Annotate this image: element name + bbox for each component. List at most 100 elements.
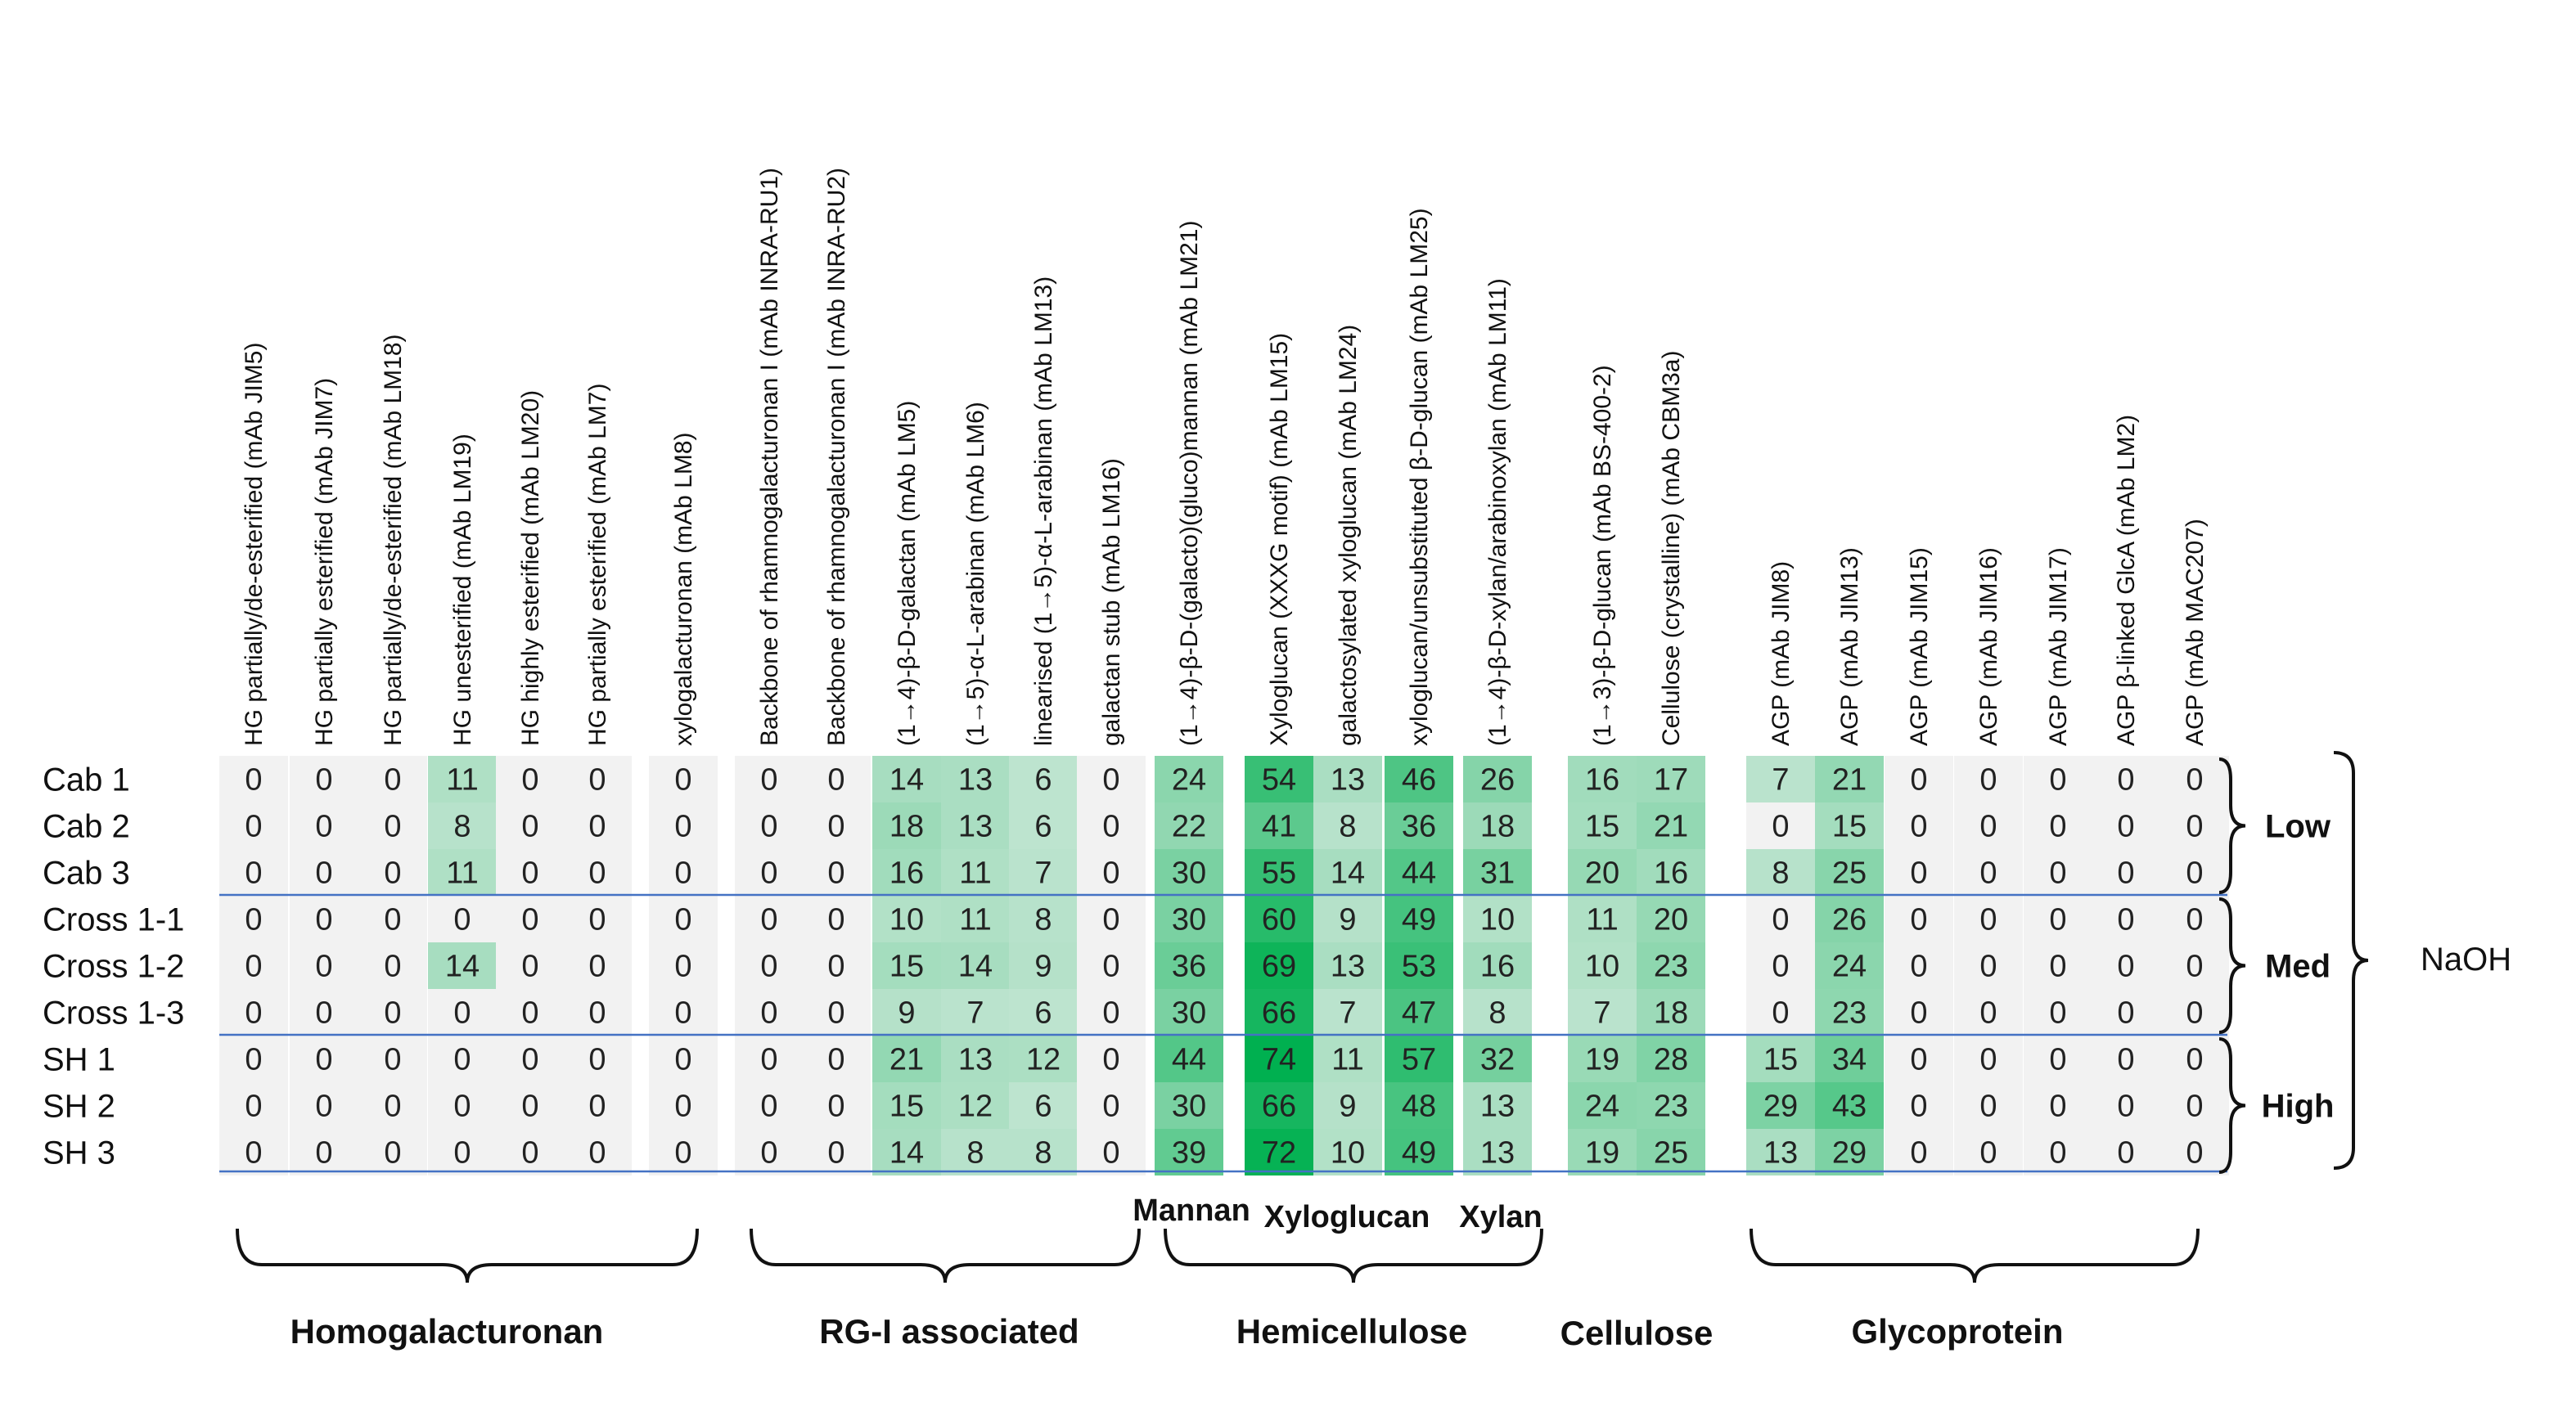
heatmap-cell	[358, 989, 427, 1036]
cell-value: 0	[760, 1043, 777, 1077]
cell-value: 6	[1034, 810, 1052, 844]
cell-value: 0	[521, 856, 538, 891]
heatmap-cell	[649, 896, 718, 942]
cell-value: 44	[1172, 1043, 1206, 1077]
cell-value: 0	[2117, 1136, 2134, 1171]
cell-value: 0	[588, 1043, 606, 1077]
heatmap-cell	[290, 1129, 358, 1175]
heatmap-cell	[358, 802, 427, 849]
heatmap-cell	[1009, 989, 1078, 1036]
heatmap-cell	[1245, 1036, 1313, 1082]
cell-value: 0	[521, 1136, 538, 1171]
cell-value: 0	[1102, 810, 1119, 844]
cell-value: 7	[1034, 856, 1052, 891]
cell-value: 0	[674, 1043, 691, 1077]
row-label: Cab 2	[43, 809, 130, 845]
cell-value: 0	[827, 763, 844, 798]
heatmap-cell	[941, 1036, 1010, 1082]
column-label: AGP (mAb JIM13)	[1836, 547, 1863, 746]
heatmap-cell	[941, 1129, 1010, 1175]
heatmap-cell	[2092, 1082, 2160, 1129]
heatmap-cell	[1954, 942, 2023, 989]
cell-value: 18	[1654, 996, 1688, 1031]
heatmap-cell	[735, 756, 804, 802]
heatmap-cell	[1746, 1082, 1815, 1129]
cell-value: 0	[1102, 1136, 1119, 1171]
cell-value: 0	[384, 1043, 401, 1077]
heatmap-cell	[1885, 942, 1953, 989]
column-group-label: RG-I associated	[819, 1312, 1079, 1351]
heatmap-cell	[358, 756, 427, 802]
row-label: Cross 1-1	[43, 902, 184, 938]
cell-value: 57	[1402, 1043, 1436, 1077]
heatmap-cell	[1815, 896, 1884, 942]
heatmap-cell	[1077, 849, 1146, 896]
cell-value: 0	[384, 856, 401, 891]
cell-value: 0	[2049, 903, 2066, 937]
cell-value: 10	[1585, 950, 1619, 984]
cell-value: 0	[760, 996, 777, 1031]
cell-value: 0	[674, 903, 691, 937]
cell-value: 15	[1763, 1043, 1798, 1077]
cell-value: 0	[827, 1090, 844, 1124]
heatmap-cell	[1313, 942, 1382, 989]
cell-value: 14	[445, 950, 480, 984]
heatmap-cell	[1746, 942, 1815, 989]
heatmap-cell	[1077, 942, 1146, 989]
cell-value: 0	[315, 856, 332, 891]
heatmap-cell	[563, 989, 632, 1036]
cell-value: 0	[453, 1090, 471, 1124]
heatmap-cell	[290, 802, 358, 849]
row-label: Cab 1	[43, 762, 130, 798]
heatmap-cell	[1463, 1129, 1532, 1175]
heatmap-cell	[2092, 942, 2160, 989]
column-label: galactosylated xyloglucan (mAb LM24)	[1335, 325, 1362, 746]
heatmap-cell	[941, 756, 1010, 802]
heatmap-cell	[1815, 756, 1884, 802]
cell-value: 0	[1910, 1090, 1927, 1124]
heatmap-cell	[563, 849, 632, 896]
heatmap-cell	[1954, 989, 2023, 1036]
column-label: Xyloglucan (XXXG motif) (mAb LM15)	[1266, 333, 1293, 746]
cell-value: 43	[1832, 1090, 1867, 1124]
heatmap-cell	[1313, 989, 1382, 1036]
heatmap-cell	[1385, 1036, 1453, 1082]
heatmap-cell	[1815, 849, 1884, 896]
row-group-label: Med	[2265, 949, 2331, 985]
cell-value: 0	[453, 1136, 471, 1171]
cell-value: 20	[1654, 903, 1688, 937]
cell-value: 66	[1262, 996, 1296, 1031]
heatmap-cell	[1313, 802, 1382, 849]
heatmap-cell	[1568, 1036, 1637, 1082]
heatmap-cell	[1385, 1082, 1453, 1129]
cell-value: 13	[1763, 1136, 1798, 1171]
cell-value: 48	[1402, 1090, 1436, 1124]
cell-value: 0	[315, 763, 332, 798]
column-label: linearised (1→5)-α-L-arabinan (mAb LM13)	[1030, 276, 1057, 746]
heatmap-cell	[2092, 1129, 2160, 1175]
cell-value: 10	[889, 903, 924, 937]
heatmap-cell	[2160, 756, 2229, 802]
heatmap-cell	[428, 896, 497, 942]
column-label: (1→4)-β-D-(galacto)(gluco)mannan (mAb LM…	[1176, 221, 1203, 746]
heatmap-cell	[649, 802, 718, 849]
cell-value: 9	[1034, 950, 1052, 984]
cell-value: 0	[315, 1090, 332, 1124]
row-label: SH 3	[43, 1135, 115, 1171]
cell-value: 16	[1654, 856, 1688, 891]
heatmap-cell	[290, 849, 358, 896]
heatmap-cell	[872, 756, 941, 802]
heatmap-cell	[1568, 989, 1637, 1036]
cell-value: 30	[1172, 996, 1206, 1031]
column-label: AGP (mAb MAC207)	[2182, 519, 2209, 746]
heatmap-cell	[2160, 1036, 2229, 1082]
cell-value: 22	[1172, 810, 1206, 844]
heatmap-cell	[563, 1129, 632, 1175]
heatmap-cell	[496, 942, 565, 989]
cell-value: 30	[1172, 1090, 1206, 1124]
cell-value: 8	[1488, 996, 1506, 1031]
cell-value: 0	[315, 903, 332, 937]
heatmap-cell	[1746, 849, 1815, 896]
cell-value: 0	[760, 1136, 777, 1171]
heatmap-cell	[219, 1036, 288, 1082]
